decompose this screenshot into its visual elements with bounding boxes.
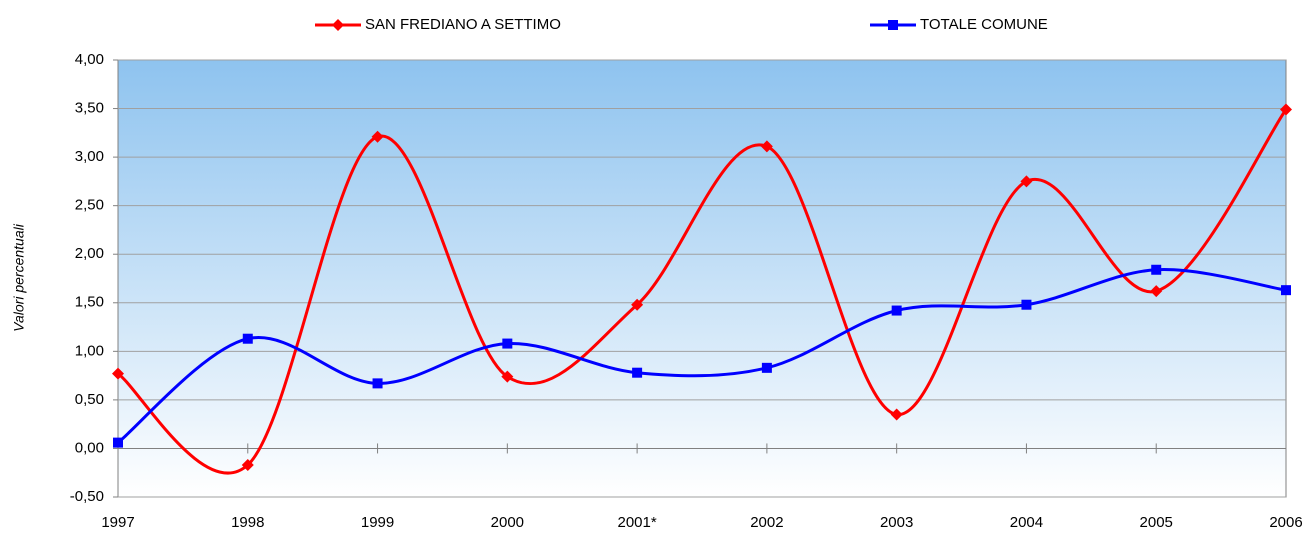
data-point xyxy=(891,305,902,316)
y-axis-label: Valori percentuali xyxy=(11,223,27,332)
data-point xyxy=(760,140,773,153)
data-point xyxy=(242,333,253,344)
data-point xyxy=(241,458,254,471)
legend-label: SAN FREDIANO A SETTIMO xyxy=(365,16,561,33)
x-tick-label: 2006 xyxy=(1269,514,1302,531)
x-tick-label: 2004 xyxy=(1010,514,1043,531)
y-tick-label: 2,00 xyxy=(75,245,104,262)
data-point xyxy=(761,362,772,373)
data-point xyxy=(1021,299,1032,310)
data-point xyxy=(1281,285,1291,296)
y-tick-label: -0,50 xyxy=(70,488,104,505)
y-tick-label: 3,00 xyxy=(75,148,104,165)
data-point xyxy=(502,338,513,349)
series-line xyxy=(117,108,1288,475)
data-point xyxy=(631,298,644,311)
y-tick-label: 2,50 xyxy=(75,197,104,214)
x-tick-label: 1998 xyxy=(231,514,264,531)
legend-marker xyxy=(332,19,344,31)
data-point xyxy=(371,130,384,143)
x-tick-label: 2001* xyxy=(618,514,657,531)
y-tick-label: 0,50 xyxy=(75,391,104,408)
series-line xyxy=(117,268,1287,444)
data-point xyxy=(501,370,514,383)
legend-label: TOTALE COMUNE xyxy=(920,16,1048,33)
y-tick-label: 1,50 xyxy=(75,294,104,311)
data-point xyxy=(1020,175,1033,188)
plot-area xyxy=(117,59,1287,498)
x-tick-label: 2005 xyxy=(1140,514,1173,531)
data-point xyxy=(372,378,383,389)
legend-marker xyxy=(888,20,898,30)
x-tick-label: 2002 xyxy=(750,514,783,531)
data-point xyxy=(112,367,124,380)
x-tick-label: 1999 xyxy=(361,514,394,531)
data-point xyxy=(1150,285,1163,298)
y-tick-label: 3,50 xyxy=(75,100,104,117)
data-point xyxy=(632,367,643,378)
x-tick-label: 1997 xyxy=(101,514,134,531)
data-point xyxy=(1280,103,1292,116)
data-point xyxy=(113,437,123,448)
x-tick-label: 2000 xyxy=(491,514,524,531)
data-point xyxy=(890,408,903,421)
y-tick-label: 4,00 xyxy=(75,51,104,68)
x-tick-label: 2003 xyxy=(880,514,913,531)
y-tick-label: 1,00 xyxy=(75,342,104,359)
y-tick-label: 0,00 xyxy=(75,439,104,456)
data-point xyxy=(1151,264,1162,275)
